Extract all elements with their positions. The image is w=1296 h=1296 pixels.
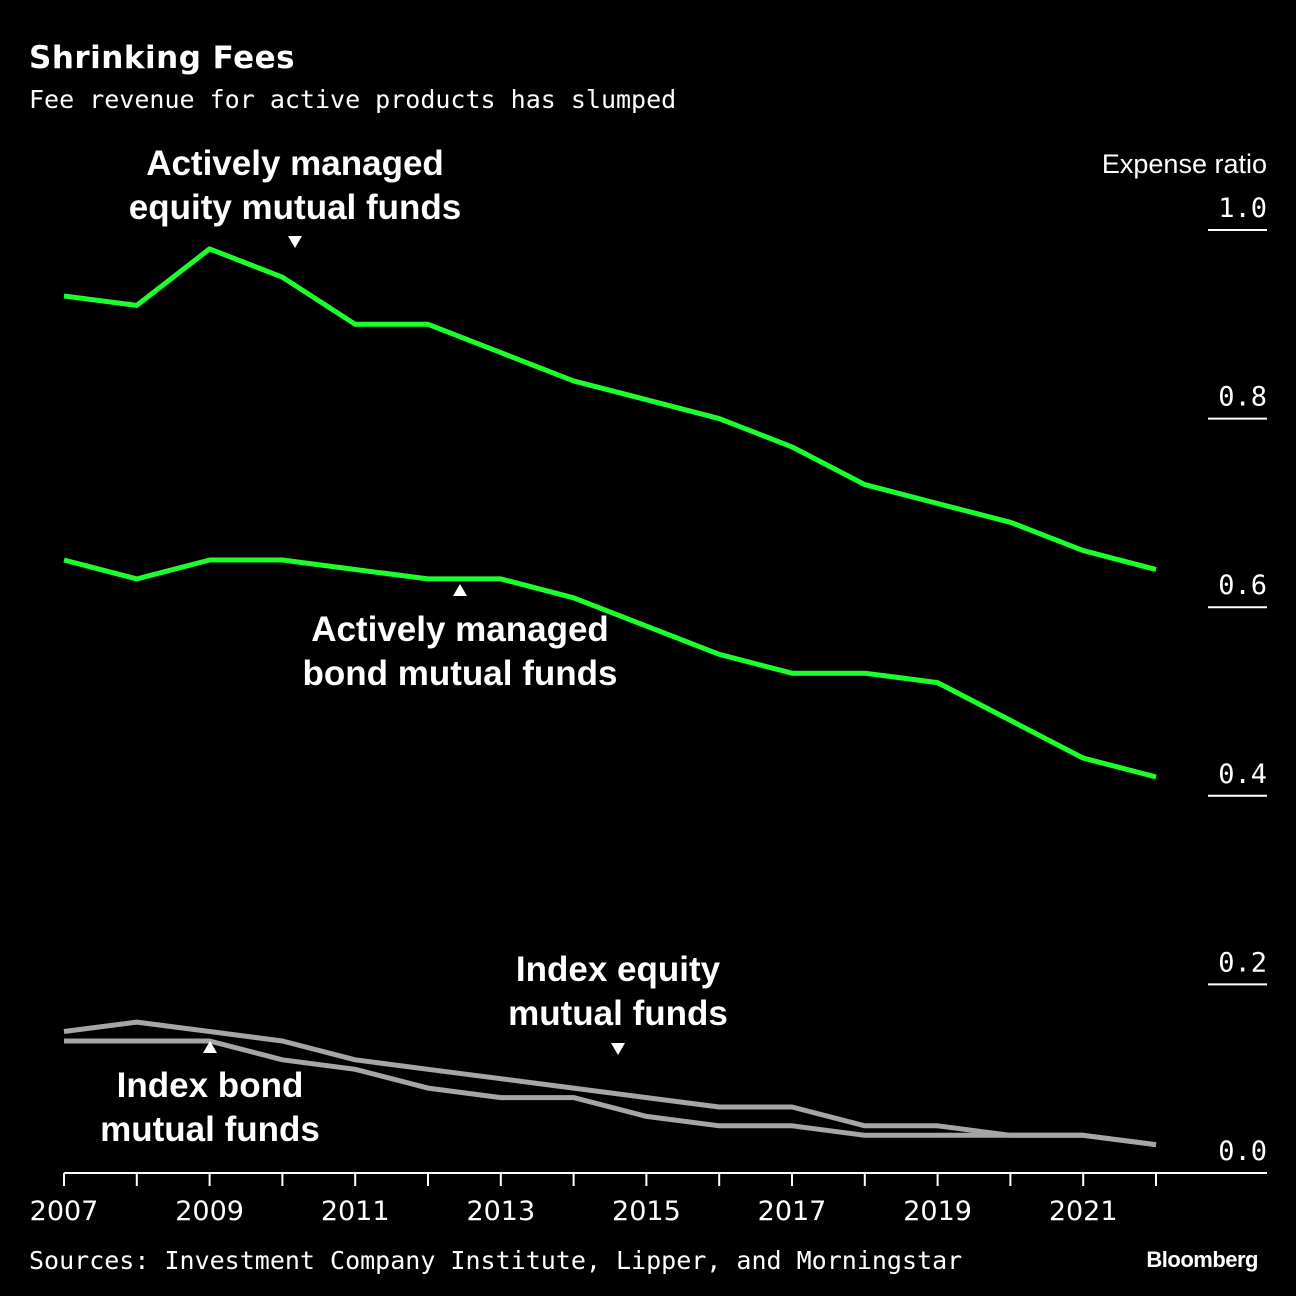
- chart-title: Shrinking Fees: [29, 40, 296, 76]
- x-tick-label: 2019: [903, 1196, 972, 1227]
- annotation-active-bond-line2: bond mutual funds: [303, 654, 618, 693]
- y-tick-label: 0.8: [1218, 382, 1267, 413]
- x-tick-label: 2015: [612, 1196, 681, 1227]
- annotation-active-bond-line1: Actively managed: [311, 610, 609, 649]
- annotation-active-equity-line2: equity mutual funds: [129, 188, 462, 227]
- y-axis-title: Expense ratio: [1102, 149, 1267, 179]
- series-lines: [63, 246, 1157, 1148]
- pointer-down-icon: [288, 236, 302, 248]
- annotation-index-equity: Index equity mutual funds: [508, 950, 728, 1055]
- x-tick-label: 2009: [175, 1196, 244, 1227]
- x-tick-label: 2017: [758, 1196, 827, 1227]
- y-tick-label: 0.4: [1218, 759, 1267, 790]
- pointer-up-icon: [453, 584, 467, 596]
- annotation-index-bond-line1: Index bond: [117, 1066, 304, 1105]
- pointer-up-icon: [203, 1041, 217, 1053]
- x-tick-label: 2021: [1049, 1196, 1118, 1227]
- chart-subtitle: Fee revenue for active products has slum…: [29, 85, 677, 114]
- annotation-index-bond: Index bond mutual funds: [100, 1041, 320, 1149]
- annotation-active-equity-line1: Actively managed: [146, 144, 444, 183]
- y-tick-label: 0.2: [1218, 947, 1267, 978]
- x-tick-label: 2007: [30, 1196, 99, 1227]
- y-tick-label: 0.6: [1218, 570, 1267, 601]
- y-tick-label: 0.0: [1218, 1136, 1267, 1167]
- series-line-index-bond-mutual-funds: [63, 1019, 1157, 1148]
- annotation-active-bond: Actively managed bond mutual funds: [303, 584, 618, 693]
- source-note: Sources: Investment Company Institute, L…: [29, 1246, 963, 1275]
- x-axis: 2007 2009 2011 2013 2015 2017 2019 2021: [30, 1172, 1267, 1227]
- y-axis: 0.0 0.2 0.4 0.6 0.8 1.0: [1208, 193, 1267, 1167]
- bloomberg-logo: Bloomberg: [1146, 1247, 1258, 1272]
- series-line-index-equity-mutual-funds: [64, 1038, 1157, 1148]
- y-tick-label: 1.0: [1218, 193, 1267, 224]
- annotation-index-bond-line2: mutual funds: [100, 1110, 320, 1149]
- x-tick-label: 2011: [321, 1196, 390, 1227]
- series-line-actively-managed-bond-mutual-funds: [63, 557, 1157, 780]
- x-tick-label: 2013: [466, 1196, 535, 1227]
- series-line-actively-managed-equity-mutual-funds: [63, 246, 1157, 572]
- annotation-index-equity-line2: mutual funds: [508, 994, 728, 1033]
- annotation-index-equity-line1: Index equity: [516, 950, 721, 989]
- annotation-active-equity: Actively managed equity mutual funds: [129, 144, 462, 248]
- pointer-down-icon: [611, 1043, 625, 1055]
